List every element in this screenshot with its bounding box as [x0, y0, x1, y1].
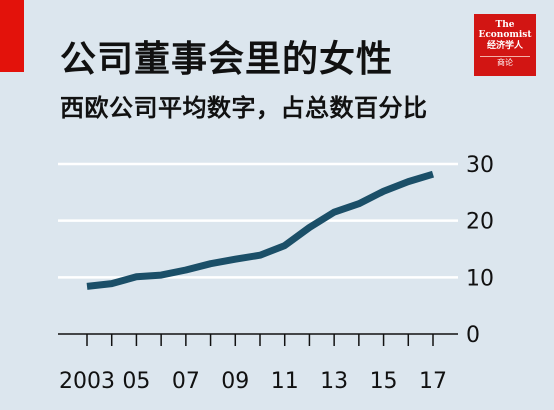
- y-tick-label-0: 0: [466, 323, 480, 348]
- y-tick-label-30: 30: [466, 153, 494, 178]
- x-tick-label-2013: 13: [320, 369, 348, 394]
- logo-line-the: The: [495, 20, 515, 30]
- x-tick-label-2005: 05: [122, 369, 150, 394]
- x-tick-label-2007: 07: [172, 369, 200, 394]
- y-tick-label-10: 10: [466, 266, 494, 291]
- x-tick-label-2017: 17: [419, 369, 447, 394]
- brand-red-tab: [0, 0, 24, 72]
- x-tick-label-2009: 09: [221, 369, 249, 394]
- x-tick-label-2015: 15: [370, 369, 398, 394]
- logo-line-shanglun: 商论: [497, 58, 513, 67]
- logo-divider: [480, 56, 530, 57]
- x-tick-label-2003: 2003: [59, 369, 115, 394]
- logo-line-chinese: 经济学人: [486, 41, 523, 51]
- series-line-women-on-boards: [86, 170, 435, 290]
- logo-line-economist: Economist: [478, 30, 532, 40]
- x-tick-label-2011: 11: [271, 369, 299, 394]
- y-tick-label-20: 20: [466, 210, 494, 235]
- economist-logo: The Economist 经济学人 商论: [474, 14, 536, 76]
- chart-subtitle: 西欧公司平均数字，占总数百分比: [60, 94, 428, 122]
- chart-title: 公司董事会里的女性: [60, 39, 394, 80]
